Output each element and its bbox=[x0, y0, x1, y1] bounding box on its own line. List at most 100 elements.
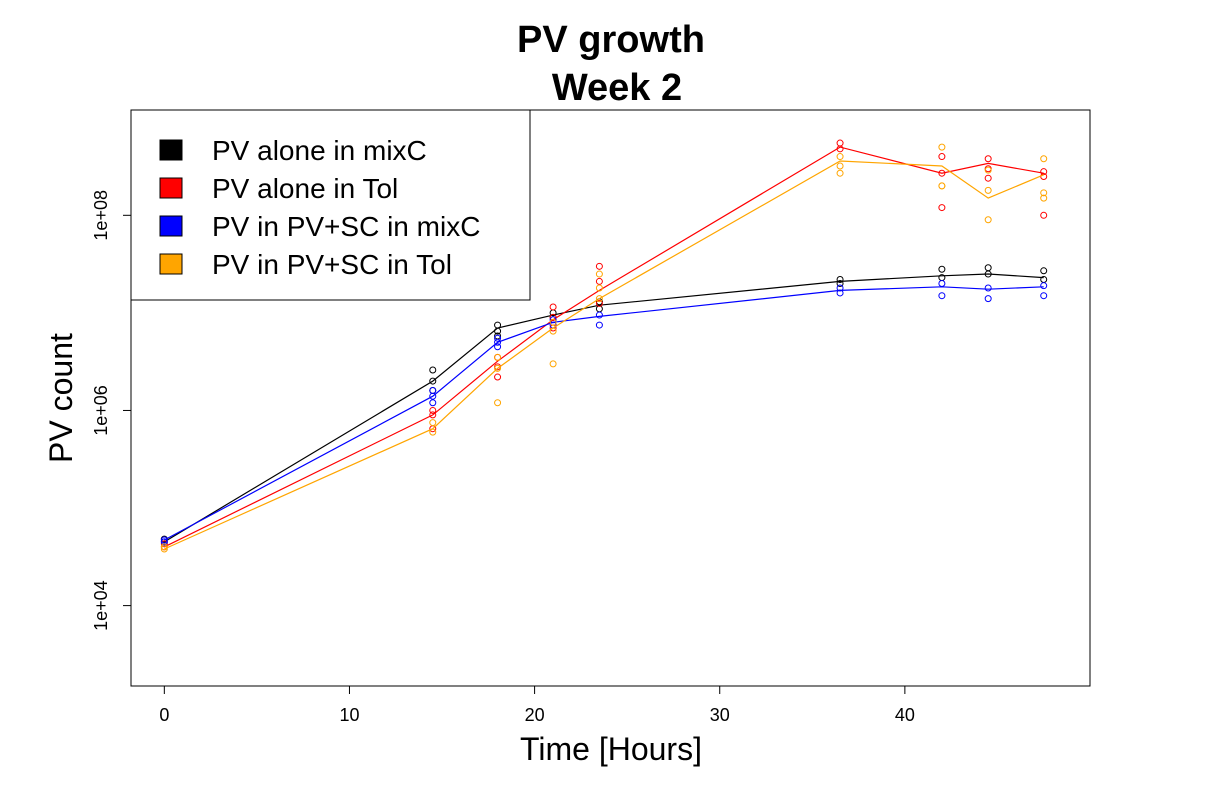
x-tick-label: 40 bbox=[895, 705, 915, 725]
legend-swatch bbox=[159, 139, 183, 161]
data-point bbox=[429, 428, 437, 436]
series-line bbox=[164, 160, 1044, 550]
data-point bbox=[836, 153, 844, 161]
data-point bbox=[160, 536, 168, 544]
x-tick-label: 0 bbox=[159, 705, 169, 725]
data-point bbox=[595, 299, 603, 307]
data-point bbox=[160, 538, 168, 546]
legend-label: PV alone in mixC bbox=[212, 135, 427, 166]
data-point bbox=[595, 277, 603, 285]
x-tick-label: 20 bbox=[525, 705, 545, 725]
data-point bbox=[984, 166, 992, 174]
data-point bbox=[595, 295, 603, 303]
data-point bbox=[938, 153, 946, 161]
data-point bbox=[836, 139, 844, 147]
data-point bbox=[1040, 282, 1048, 290]
data-point bbox=[429, 419, 437, 427]
data-point bbox=[984, 216, 992, 224]
data-point bbox=[836, 284, 844, 292]
data-point bbox=[494, 338, 502, 346]
legend-swatch bbox=[159, 215, 183, 237]
y-axis: 1e+04 1e+06 1e+08 bbox=[91, 190, 132, 631]
series-line bbox=[164, 286, 1044, 541]
legend-label: PV alone in Tol bbox=[212, 173, 398, 204]
data-point bbox=[1040, 194, 1048, 202]
data-point bbox=[429, 411, 437, 419]
x-tick-label: 30 bbox=[710, 705, 730, 725]
data-point bbox=[984, 174, 992, 182]
data-point bbox=[160, 543, 168, 551]
x-tick-label: 10 bbox=[339, 705, 359, 725]
data-point bbox=[549, 327, 557, 335]
legend-box bbox=[130, 109, 531, 301]
data-point bbox=[836, 162, 844, 170]
y-axis-title: PV count bbox=[43, 333, 79, 463]
series-line bbox=[164, 146, 1044, 548]
data-point bbox=[494, 364, 502, 372]
data-point bbox=[494, 321, 502, 329]
data-point bbox=[429, 406, 437, 414]
legend-swatch bbox=[159, 253, 183, 275]
data-point bbox=[938, 182, 946, 190]
data-point bbox=[836, 145, 844, 153]
x-axis: 0 10 20 30 40 bbox=[159, 685, 915, 725]
data-point bbox=[938, 143, 946, 151]
series-pv-in-pv-sc-in-tol bbox=[160, 143, 1048, 553]
data-point bbox=[429, 392, 437, 400]
legend-label: PV in PV+SC in Tol bbox=[212, 249, 452, 280]
data-point bbox=[1040, 292, 1048, 300]
data-point bbox=[836, 169, 844, 177]
data-point bbox=[938, 204, 946, 212]
legend: PV alone in mixC PV alone in Tol PV in PV+… bbox=[130, 109, 531, 301]
data-point bbox=[595, 284, 603, 292]
data-point bbox=[836, 280, 844, 288]
series-pv-in-pv-sc-in-mixc bbox=[160, 280, 1048, 546]
series-pv-alone-in-mixc bbox=[160, 264, 1048, 546]
data-point bbox=[938, 292, 946, 300]
data-point bbox=[429, 366, 437, 374]
data-point bbox=[160, 540, 168, 548]
data-point bbox=[595, 321, 603, 329]
data-point bbox=[1040, 267, 1048, 275]
x-axis-title: Time [Hours] bbox=[520, 731, 702, 767]
data-point bbox=[938, 280, 946, 288]
data-point bbox=[494, 343, 502, 351]
data-point bbox=[494, 334, 502, 342]
data-point bbox=[549, 303, 557, 311]
data-point bbox=[549, 316, 557, 324]
data-point bbox=[160, 545, 168, 553]
data-point bbox=[595, 311, 603, 319]
data-point bbox=[494, 353, 502, 361]
data-point bbox=[938, 265, 946, 273]
data-point bbox=[984, 264, 992, 272]
series-line bbox=[163, 273, 1044, 543]
data-point bbox=[984, 284, 992, 292]
y-tick-label: 1e+04 bbox=[91, 580, 111, 631]
data-point bbox=[1040, 155, 1048, 163]
data-point bbox=[429, 377, 437, 385]
chart-subtitle: Week 2 bbox=[552, 67, 682, 109]
data-point bbox=[549, 313, 557, 321]
series-layer bbox=[160, 139, 1048, 553]
data-point bbox=[494, 327, 502, 335]
data-point bbox=[549, 318, 557, 326]
data-point bbox=[1040, 189, 1048, 197]
data-point bbox=[984, 295, 992, 303]
data-point bbox=[1040, 275, 1048, 283]
data-point bbox=[429, 387, 437, 395]
data-point bbox=[494, 373, 502, 381]
data-point bbox=[938, 169, 946, 177]
data-point bbox=[549, 360, 557, 368]
data-point bbox=[595, 262, 603, 270]
data-point bbox=[836, 275, 844, 283]
data-point bbox=[1040, 211, 1048, 219]
data-point bbox=[595, 270, 603, 278]
data-point bbox=[1040, 168, 1048, 176]
y-tick-label: 1e+08 bbox=[91, 190, 111, 241]
chart-title: PV growth bbox=[517, 19, 705, 61]
data-point bbox=[429, 399, 437, 407]
y-tick-label: 1e+06 bbox=[91, 385, 111, 436]
data-point bbox=[984, 155, 992, 163]
data-point bbox=[494, 399, 502, 407]
